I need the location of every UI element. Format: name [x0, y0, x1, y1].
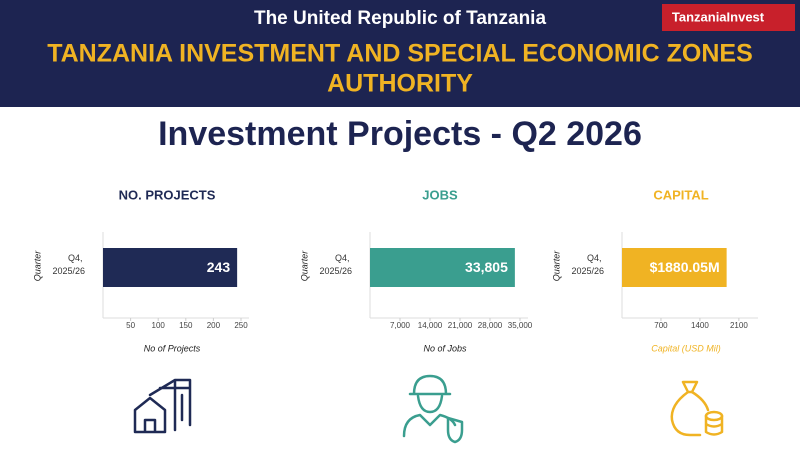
x-tick-label: 700	[654, 321, 668, 330]
bar	[370, 248, 515, 287]
y-axis-label: Quarter	[551, 250, 561, 282]
value-label: 243	[207, 259, 231, 275]
x-tick-label: 100	[152, 321, 166, 330]
x-axis-label: No of Jobs	[423, 343, 467, 353]
logo-box[interactable]	[662, 4, 795, 31]
x-tick-label: 14,000	[418, 321, 443, 330]
x-tick-label: 28,000	[478, 321, 503, 330]
value-label: 33,805	[465, 259, 508, 275]
x-axis-label: No of Projects	[144, 343, 201, 353]
x-tick-label: 7,000	[390, 321, 411, 330]
bar	[103, 248, 238, 287]
chart-title: JOBS	[422, 187, 458, 202]
y-axis-label: Quarter	[32, 250, 42, 282]
x-tick-label: 21,000	[448, 321, 473, 330]
bar	[622, 248, 727, 287]
x-tick-label: 35,000	[508, 321, 533, 330]
x-tick-label: 50	[126, 321, 135, 330]
category-label: Q4, 2025/26	[52, 253, 85, 276]
category-label: Q4, 2025/26	[319, 253, 352, 276]
page-title: Investment Projects - Q2 2026	[158, 115, 642, 153]
authority: TANZANIA INVESTMENT AND SPECIAL ECONOMIC…	[47, 40, 753, 68]
category-label: Q4, 2025/26	[571, 253, 604, 276]
money-bag-icon	[670, 380, 724, 437]
chart-title: NO. PROJECTS	[119, 187, 216, 202]
y-axis-label: Quarter	[299, 250, 309, 282]
x-axis-label: Capital (USD Mil)	[651, 343, 721, 353]
x-tick-label: 1400	[691, 321, 709, 330]
x-tick-label: 2100	[730, 321, 748, 330]
x-tick-label: 200	[207, 321, 221, 330]
worker-icon	[402, 374, 464, 444]
authority: AUTHORITY	[327, 70, 473, 98]
value-label: $1880.05M	[650, 259, 720, 275]
country: The United Republic of Tanzania	[254, 8, 546, 29]
chart-title: CAPITAL	[653, 187, 708, 202]
construction-icon	[133, 378, 192, 434]
x-tick-label: 150	[179, 321, 193, 330]
logo[interactable]: TanzaniaInvest	[672, 9, 765, 24]
x-tick-label: 250	[234, 321, 248, 330]
